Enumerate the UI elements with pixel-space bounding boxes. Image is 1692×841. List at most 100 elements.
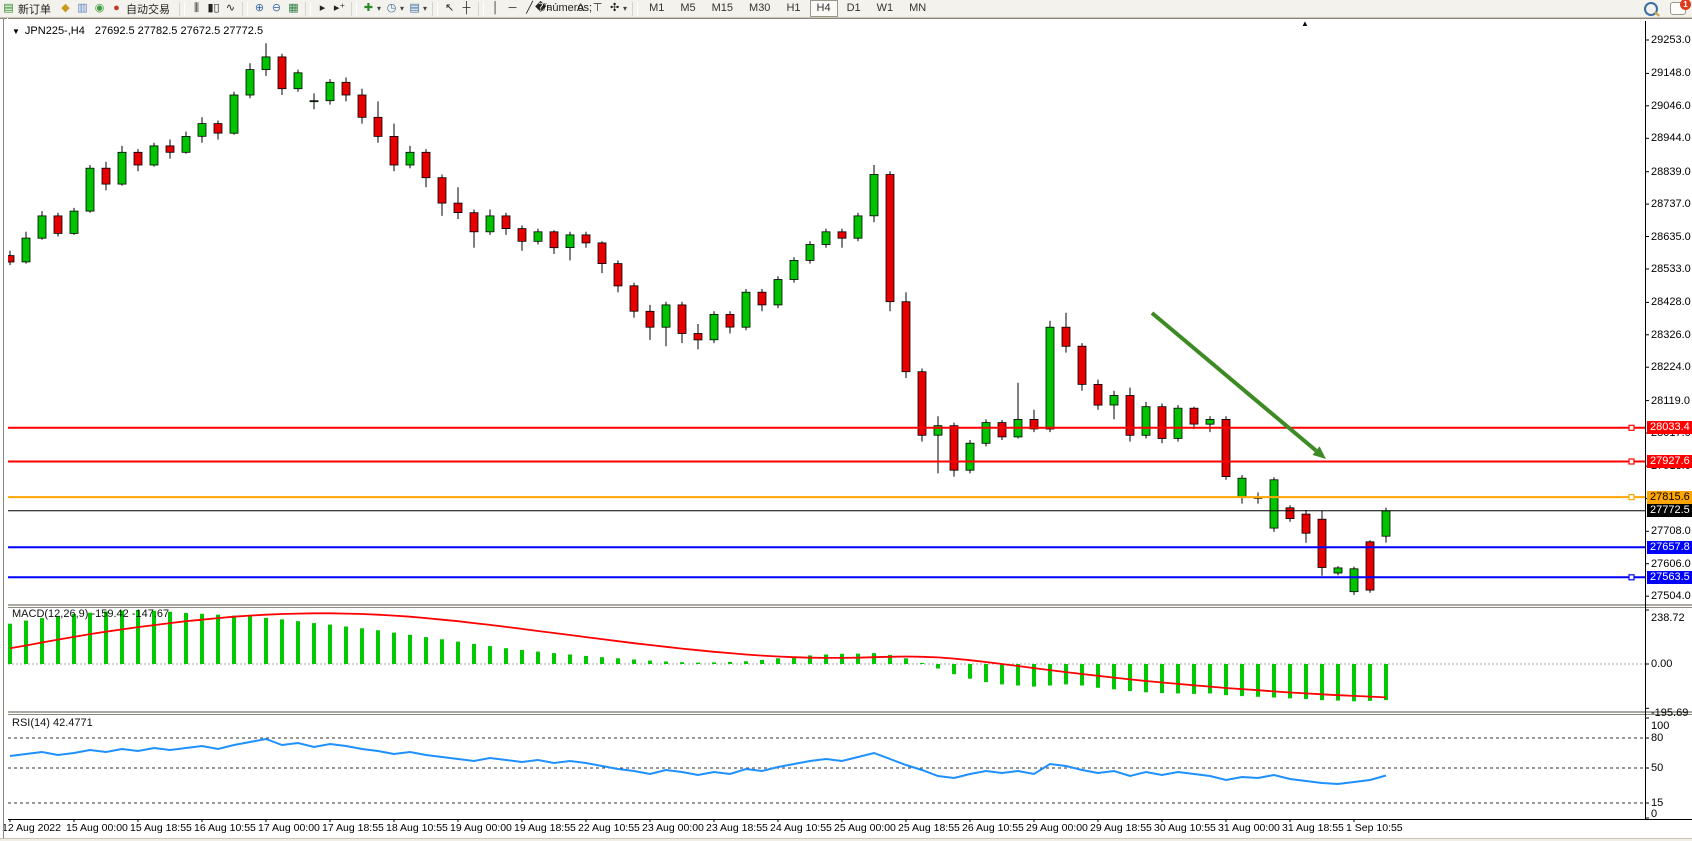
time-tick-label: 17 Aug 18:55 — [322, 822, 384, 834]
time-tick-label: 16 Aug 10:55 — [194, 822, 256, 834]
time-tick-label: 26 Aug 10:55 — [962, 822, 1024, 834]
tile-windows-icon[interactable]: ▦ — [288, 2, 299, 14]
chat-icon[interactable]: 1 — [1670, 0, 1691, 15]
time-tick-label: 23 Aug 18:55 — [706, 822, 768, 834]
time-tick-label: 25 Aug 18:55 — [898, 822, 960, 834]
autotrading-button[interactable]: 自动交易 — [126, 3, 170, 16]
timeframe-button-d1[interactable]: D1 — [846, 2, 861, 14]
periods-icon[interactable]: ◷ — [386, 2, 397, 14]
rsi-axis-label: 0 — [1651, 808, 1658, 820]
market-watch-icon[interactable]: ▥ — [77, 2, 88, 14]
time-tick-label: 29 Aug 00:00 — [1026, 822, 1088, 834]
price-tick-label: 29253.0 — [1651, 34, 1691, 46]
toolbar-separator — [242, 1, 248, 16]
time-tick-label: 23 Aug 00:00 — [642, 822, 704, 834]
text-icon[interactable]: A — [576, 2, 585, 14]
trendline-icon[interactable]: ╱ — [526, 2, 533, 14]
macd-indicator-label: MACD(12,26,9) -159.42 -147.67 — [12, 608, 170, 620]
indicators-icon[interactable]: ✚ — [363, 2, 374, 14]
timeframe-button-h1[interactable]: H1 — [786, 2, 801, 14]
price-tick-label: 28635.0 — [1651, 230, 1691, 243]
zoom-out-icon[interactable]: ⊖ — [271, 2, 282, 14]
autotrading-icon[interactable]: ● — [113, 2, 120, 14]
vertical-line-icon[interactable]: │ — [492, 2, 499, 14]
status-bar — [0, 838, 1692, 841]
cursor-icon[interactable]: ↖ — [444, 2, 455, 14]
price-tick-label: 28533.0 — [1651, 262, 1691, 275]
ohlc-values: 27692.5 27782.5 27672.5 27772.5 — [94, 25, 264, 37]
time-tick-label: 22 Aug 10:55 — [578, 822, 640, 834]
price-line-badge: 27657.8 — [1647, 540, 1692, 554]
new-order-button[interactable]: 新订单 — [18, 3, 51, 16]
time-tick-label: 19 Aug 00:00 — [450, 822, 512, 834]
timeframe-button-m1[interactable]: M1 — [649, 2, 665, 14]
chart-shift-icon[interactable]: ▸⁺ — [333, 2, 346, 14]
price-tick-label: 28944.0 — [1651, 132, 1691, 145]
price-tick-label: 28428.0 — [1651, 296, 1691, 309]
templates-dropdown-icon[interactable]: ▾ — [423, 4, 428, 13]
time-tick-label: 24 Aug 10:55 — [770, 822, 832, 834]
timeframe-button-m30[interactable]: M30 — [749, 2, 771, 14]
candlestick-chart-icon[interactable]: ▮▯ — [207, 2, 220, 14]
arrows-icon[interactable]: ✣ — [609, 2, 620, 14]
zoom-in-icon[interactable]: ⊕ — [254, 2, 265, 14]
price-line-badge: 28033.4 — [1647, 421, 1692, 435]
macd-axis-max-label: 238.72 — [1651, 612, 1685, 624]
toolbar-separator — [632, 1, 639, 16]
navigator-icon[interactable]: ◉ — [94, 2, 105, 14]
crosshair-icon[interactable]: ┼ — [462, 2, 471, 14]
search-icon[interactable] — [1644, 1, 1658, 16]
price-tick-label: 27708.0 — [1651, 525, 1691, 538]
equidistant-channel-icon[interactable]: ⫽ E — [541, 2, 552, 14]
auto-scroll-icon[interactable]: ▸ — [319, 2, 326, 14]
price-tick-label: 29046.0 — [1651, 99, 1691, 112]
rsi-axis-label: 15 — [1651, 797, 1664, 809]
price-tick-label: 27606.0 — [1651, 557, 1691, 570]
timeframe-button-w1[interactable]: W1 — [876, 2, 894, 14]
price-line-badge: 27563.5 — [1647, 570, 1692, 584]
time-tick-label: 31 Aug 18:55 — [1282, 822, 1344, 834]
time-tick-label: 31 Aug 00:00 — [1218, 822, 1280, 834]
toolbar-separator — [432, 1, 439, 16]
price-tick-label: 28326.0 — [1651, 328, 1691, 341]
timeframe-button-mn[interactable]: MN — [909, 2, 927, 14]
price-tick-label: 29148.0 — [1651, 67, 1691, 80]
toolbar-separator — [478, 1, 485, 16]
periods-dropdown-icon[interactable]: ▾ — [400, 4, 405, 13]
price-tick-label: 28737.0 — [1651, 198, 1691, 211]
price-line-badge: 27927.6 — [1647, 454, 1692, 468]
macd-axis-min-label: -195.69 — [1651, 707, 1689, 719]
arrows-dropdown-icon[interactable]: ▾ — [623, 4, 628, 13]
new-order-icon[interactable]: ▤ — [3, 2, 14, 14]
indicators-dropdown-icon[interactable]: ▾ — [377, 4, 382, 13]
line-chart-icon[interactable]: ∿ — [225, 2, 236, 14]
timeframe-button-m5[interactable]: M5 — [680, 2, 696, 14]
timeframe-button-m15[interactable]: M15 — [711, 2, 734, 14]
rsi-indicator-label: RSI(14) 42.4771 — [12, 717, 93, 729]
bar-chart-icon[interactable]: ⫼ — [193, 2, 200, 14]
window-left-border — [3, 18, 8, 838]
toolbar-separator — [305, 1, 311, 16]
chevron-down-icon[interactable]: ▼ — [12, 26, 20, 36]
chart-canvas[interactable] — [0, 19, 1692, 841]
time-axis[interactable]: 12 Aug 2022 15 Aug 00:00 15 Aug 18:55 16 Au… — [0, 822, 1692, 838]
time-tick-label: 17 Aug 00:00 — [258, 822, 320, 834]
text-label-icon[interactable]: ⊤ — [592, 2, 603, 14]
symbol-period-label: JPN225-,H4 — [24, 25, 85, 37]
chart-shift-marker-icon[interactable]: ▲ — [1301, 19, 1309, 28]
profiles-icon[interactable]: ◆ — [61, 2, 70, 14]
time-tick-label: 19 Aug 18:55 — [514, 822, 576, 834]
time-tick-label: 25 Aug 00:00 — [834, 822, 896, 834]
price-line-badge: 27815.6 — [1647, 490, 1692, 504]
horizontal-line-icon[interactable]: ─ — [508, 2, 517, 14]
timeframe-button-h4[interactable]: H4 — [809, 0, 838, 17]
time-tick-label: 1 Sep 10:55 — [1346, 822, 1403, 834]
rsi-axis-label: 80 — [1651, 732, 1664, 744]
price-line-badge: 27772.5 — [1647, 504, 1692, 518]
time-tick-label: 18 Aug 10:55 — [386, 822, 448, 834]
fibonacci-icon[interactable]: �números; — [534, 2, 593, 14]
templates-icon[interactable]: ▤ — [409, 2, 420, 14]
price-tick-label: 27504.0 — [1651, 590, 1691, 603]
price-tick-label: 28224.0 — [1651, 361, 1691, 374]
